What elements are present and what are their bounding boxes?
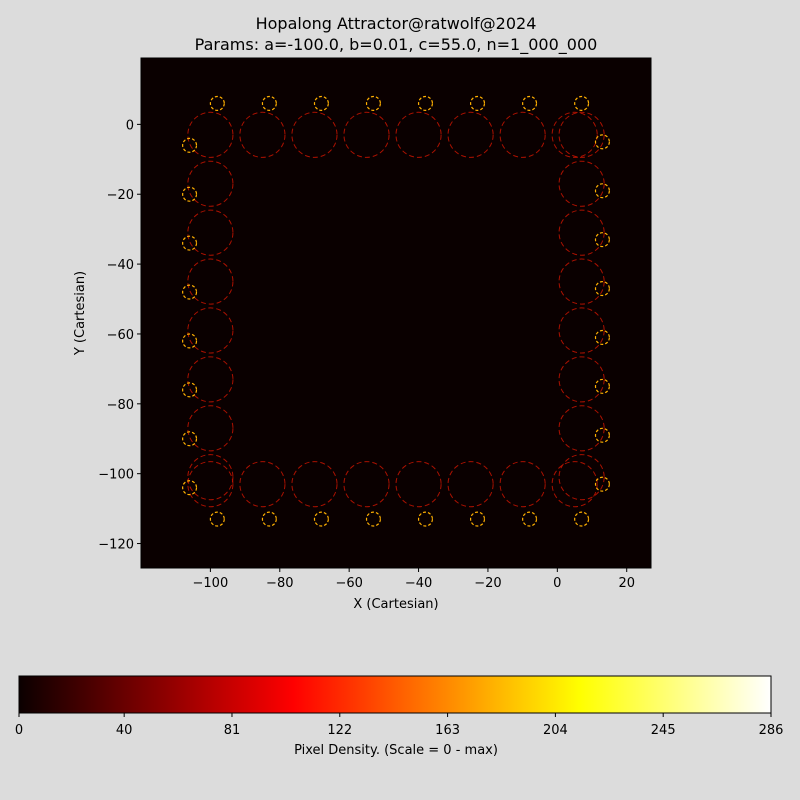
attractor-small-loop bbox=[261, 511, 277, 527]
attractor-loop bbox=[447, 111, 494, 158]
attractor-loop bbox=[447, 461, 494, 508]
attractor-small-loop bbox=[574, 95, 590, 111]
colorbar-tick-label: 122 bbox=[327, 723, 352, 738]
attractor-small-loop bbox=[182, 284, 198, 300]
x-tick-label: −40 bbox=[405, 576, 432, 591]
attractor-loop bbox=[187, 209, 234, 256]
attractor-loop bbox=[499, 111, 546, 158]
attractor-loop bbox=[558, 454, 605, 501]
attractor-small-loop bbox=[522, 511, 538, 527]
attractor-loop bbox=[558, 356, 605, 403]
attractor-loop bbox=[187, 405, 234, 452]
attractor-small-loop bbox=[594, 281, 610, 297]
y-tick-label: −20 bbox=[107, 188, 134, 203]
attractor-small-loop bbox=[469, 95, 486, 111]
attractor-loop bbox=[558, 160, 605, 207]
attractor-loop bbox=[551, 111, 598, 158]
x-axis: −100 −80 −60 −40 −20 0 20 bbox=[193, 568, 635, 591]
attractor-small-loop bbox=[594, 183, 610, 199]
attractor-loop bbox=[291, 111, 338, 158]
attractor-small-loop bbox=[417, 511, 434, 527]
x-tick-label: −20 bbox=[474, 576, 501, 591]
chart-subtitle: Params: a=-100.0, b=0.01, c=55.0, n=1_00… bbox=[195, 35, 598, 55]
attractor-small-loop bbox=[313, 95, 329, 111]
x-axis-label: X (Cartesian) bbox=[353, 597, 438, 612]
attractor-small-loop bbox=[594, 427, 610, 443]
attractor-small-loop bbox=[469, 511, 486, 527]
y-tick-label: −60 bbox=[107, 328, 134, 343]
y-tick-label: −40 bbox=[107, 258, 134, 273]
attractor-small-loop bbox=[182, 431, 198, 447]
attractor-small-loop bbox=[182, 137, 198, 153]
x-tick-label: −60 bbox=[335, 576, 362, 591]
colorbar-tick-label: 245 bbox=[651, 723, 676, 738]
attractor-loop bbox=[187, 461, 234, 508]
attractor-loop bbox=[187, 454, 234, 501]
attractor-loop bbox=[187, 356, 234, 403]
y-tick-label: −80 bbox=[107, 398, 134, 413]
attractor-small-loop bbox=[182, 235, 198, 251]
y-tick-label: −120 bbox=[98, 538, 134, 553]
attractor-loop bbox=[558, 307, 605, 354]
attractor-small-loop bbox=[417, 95, 434, 111]
y-tick-label: 0 bbox=[126, 118, 134, 133]
attractor-loop bbox=[551, 461, 598, 508]
colorbar-tick-label: 163 bbox=[435, 723, 460, 738]
x-tick-label: −100 bbox=[193, 576, 229, 591]
attractor-small-loop bbox=[365, 95, 381, 111]
attractor-loop bbox=[187, 160, 234, 207]
attractor-small-loop bbox=[594, 232, 610, 248]
attractor-loop bbox=[239, 461, 286, 508]
attractor-loop bbox=[239, 111, 286, 158]
attractor-small-loop bbox=[182, 333, 198, 349]
attractor-loop bbox=[343, 461, 390, 508]
attractor-small-loop bbox=[574, 511, 590, 527]
attractor-small-loop bbox=[182, 382, 198, 398]
colorbar-tick-label: 286 bbox=[759, 723, 784, 738]
x-tick-label: −80 bbox=[266, 576, 293, 591]
colorbar-tick-label: 81 bbox=[224, 723, 241, 738]
attractor-small-loop bbox=[522, 95, 538, 111]
attractor-loop bbox=[499, 461, 546, 508]
attractor-small-loop bbox=[594, 134, 610, 150]
attractor-small-loop bbox=[594, 476, 610, 492]
attractor-small-loop bbox=[594, 329, 610, 345]
attractor-loop bbox=[187, 258, 234, 305]
attractor-loop bbox=[558, 111, 605, 158]
colorbar-tick-label: 40 bbox=[116, 723, 133, 738]
attractor-small-loop bbox=[209, 511, 225, 527]
colorbar-ticks: 0 40 81 122 163 204 245 286 bbox=[15, 713, 784, 738]
x-tick-label: 20 bbox=[618, 576, 635, 591]
attractor-loop bbox=[343, 111, 390, 158]
y-axis: 0 −20 −40 −60 −80 −100 −120 bbox=[98, 118, 141, 553]
attractor-small-loop bbox=[182, 480, 198, 496]
colorbar-tick-label: 0 bbox=[15, 723, 23, 738]
colorbar-tick-label: 204 bbox=[543, 723, 568, 738]
attractor-loop bbox=[291, 461, 338, 508]
chart-title: Hopalong Attractor@ratwolf@2024 bbox=[256, 14, 537, 33]
attractor-loop bbox=[395, 461, 442, 508]
attractor-small-loop bbox=[594, 378, 610, 394]
attractor-loop bbox=[558, 209, 605, 256]
attractor-small-loop bbox=[261, 95, 277, 111]
attractor-loop bbox=[558, 258, 605, 305]
attractor-small-loop bbox=[209, 95, 225, 111]
attractor-loop bbox=[187, 307, 234, 354]
attractor-marks bbox=[182, 95, 610, 527]
attractor-loop bbox=[558, 405, 605, 452]
attractor-loop bbox=[187, 111, 234, 158]
colorbar bbox=[18, 675, 772, 714]
y-axis-label: Y (Cartesian) bbox=[73, 271, 88, 356]
colorbar-label: Pixel Density. (Scale = 0 - max) bbox=[294, 743, 498, 758]
plot-area bbox=[140, 57, 652, 569]
attractor-small-loop bbox=[365, 511, 381, 527]
attractor-loop bbox=[395, 111, 442, 158]
x-tick-label: 0 bbox=[553, 576, 561, 591]
attractor-small-loop bbox=[182, 186, 198, 202]
y-tick-label: −100 bbox=[98, 468, 134, 483]
attractor-small-loop bbox=[313, 511, 329, 527]
